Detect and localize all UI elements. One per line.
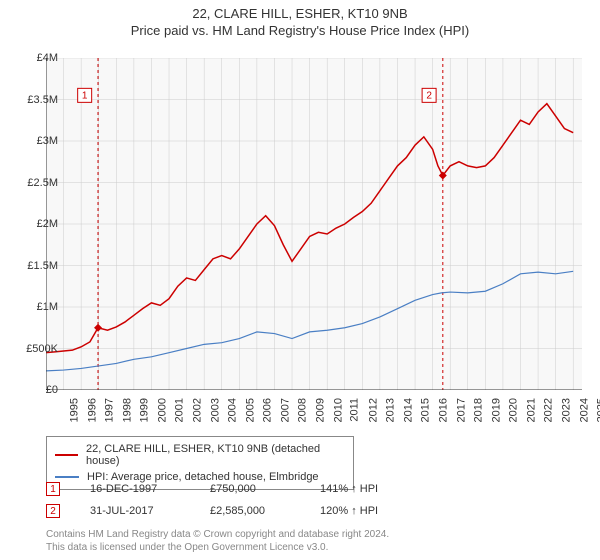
footer-attribution: Contains HM Land Registry data © Crown c… xyxy=(46,528,389,554)
x-tick-label: 2007 xyxy=(279,398,291,422)
sale-hpi-delta: 120% ↑ HPI xyxy=(320,505,378,517)
y-tick-label: £3M xyxy=(8,135,58,147)
x-tick-label: 2004 xyxy=(227,398,239,422)
sale-badge: 1 xyxy=(46,482,60,496)
sale-date: 31-JUL-2017 xyxy=(90,505,180,517)
x-tick-label: 2001 xyxy=(174,398,186,422)
title-subtitle: Price paid vs. HM Land Registry's House … xyxy=(0,23,600,38)
svg-text:2: 2 xyxy=(426,90,432,101)
sale-hpi-delta: 141% ↑ HPI xyxy=(320,483,378,495)
svg-text:1: 1 xyxy=(82,90,88,101)
legend-label: 22, CLARE HILL, ESHER, KT10 9NB (detache… xyxy=(86,443,345,467)
x-tick-label: 2020 xyxy=(508,398,520,422)
sale-badge: 2 xyxy=(46,504,60,518)
y-tick-label: £2M xyxy=(8,218,58,230)
x-tick-label: 2021 xyxy=(525,398,537,422)
title-address: 22, CLARE HILL, ESHER, KT10 9NB xyxy=(0,6,600,21)
legend-swatch xyxy=(55,476,79,478)
x-tick-label: 2018 xyxy=(473,398,485,422)
x-tick-label: 2006 xyxy=(262,398,274,422)
y-tick-label: £1M xyxy=(8,301,58,313)
x-tick-label: 2014 xyxy=(402,398,414,422)
sale-price: £750,000 xyxy=(210,483,290,495)
y-tick-label: £3.5M xyxy=(8,94,58,106)
y-tick-label: £500K xyxy=(8,343,58,355)
x-tick-label: 2023 xyxy=(561,398,573,422)
x-tick-label: 1996 xyxy=(86,398,98,422)
x-tick-label: 2019 xyxy=(490,398,502,422)
y-tick-label: £2.5M xyxy=(8,177,58,189)
x-tick-label: 2009 xyxy=(315,398,327,422)
sale-row: 2 31-JUL-2017 £2,585,000 120% ↑ HPI xyxy=(46,504,378,518)
x-tick-label: 2010 xyxy=(332,398,344,422)
price-chart: 12 xyxy=(46,58,582,390)
y-tick-label: £0 xyxy=(8,384,58,396)
x-tick-label: 2022 xyxy=(543,398,555,422)
x-tick-label: 2024 xyxy=(578,398,590,422)
x-tick-label: 2016 xyxy=(438,398,450,422)
x-tick-label: 1997 xyxy=(104,398,116,422)
x-tick-label: 2017 xyxy=(455,398,467,422)
sale-row: 1 16-DEC-1997 £750,000 141% ↑ HPI xyxy=(46,482,378,496)
y-tick-label: £1.5M xyxy=(8,260,58,272)
legend-item: 22, CLARE HILL, ESHER, KT10 9NB (detache… xyxy=(55,441,345,469)
x-tick-label: 2003 xyxy=(209,398,221,422)
x-tick-label: 2013 xyxy=(385,398,397,422)
sale-date: 16-DEC-1997 xyxy=(90,483,180,495)
y-tick-label: £4M xyxy=(8,52,58,64)
x-tick-label: 2015 xyxy=(420,398,432,422)
x-tick-label: 2002 xyxy=(192,398,204,422)
x-tick-label: 2008 xyxy=(297,398,309,422)
legend-swatch xyxy=(55,454,78,456)
sale-price: £2,585,000 xyxy=(210,505,290,517)
x-tick-label: 2012 xyxy=(367,398,379,422)
x-tick-label: 1999 xyxy=(139,398,151,422)
x-tick-label: 1998 xyxy=(121,398,133,422)
x-tick-label: 2000 xyxy=(156,398,168,422)
chart-container: 22, CLARE HILL, ESHER, KT10 9NB Price pa… xyxy=(0,0,600,560)
x-tick-label: 2005 xyxy=(244,398,256,422)
x-tick-label: 2011 xyxy=(349,398,361,422)
x-tick-label: 2025 xyxy=(596,398,600,422)
footer-line: This data is licensed under the Open Gov… xyxy=(46,541,389,554)
title-block: 22, CLARE HILL, ESHER, KT10 9NB Price pa… xyxy=(0,0,600,38)
x-tick-label: 1995 xyxy=(68,398,80,422)
footer-line: Contains HM Land Registry data © Crown c… xyxy=(46,528,389,541)
